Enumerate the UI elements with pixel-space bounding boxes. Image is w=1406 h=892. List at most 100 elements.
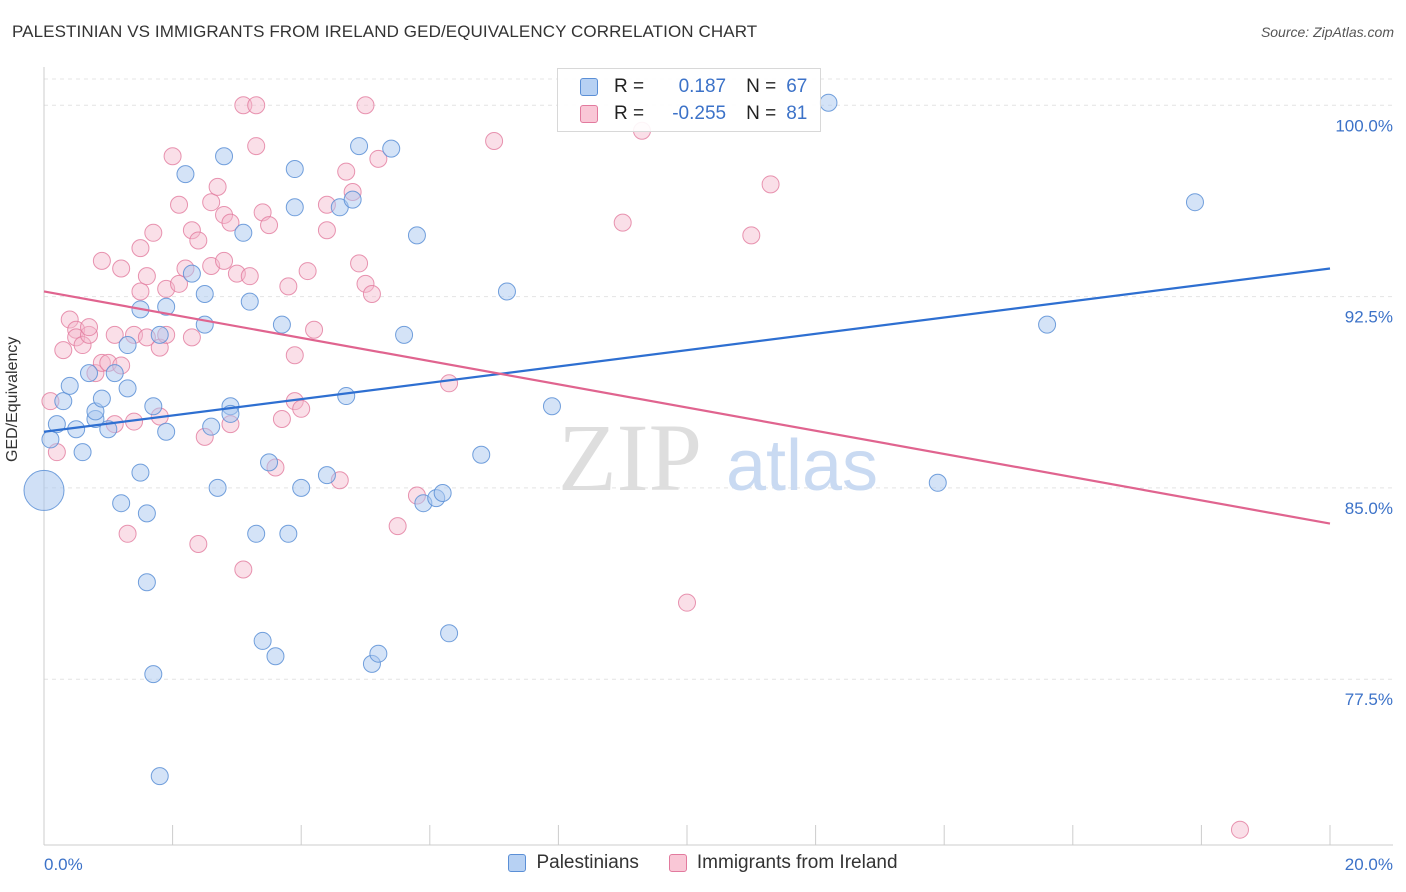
data-point-immigrants-from-ireland [440,374,459,393]
data-point-immigrants-from-ireland [247,137,266,156]
data-point-palestinians [279,524,298,543]
data-point-palestinians [497,282,516,301]
data-point-immigrants-from-ireland [240,267,259,286]
data-point-immigrants-from-ireland [356,96,375,115]
data-point-palestinians [41,430,60,449]
source-label: Source: ZipAtlas.com [1260,24,1394,40]
data-point-immigrants-from-ireland [260,216,279,235]
data-point-palestinians [819,93,838,112]
series-legend: Palestinians Immigrants from Ireland [0,852,1406,874]
legend-r-label: R = [614,103,645,124]
data-point-palestinians [395,325,414,344]
data-point-immigrants-from-ireland [742,226,761,245]
data-point-palestinians [240,292,259,311]
legend-swatch-blue [508,854,527,872]
data-point-immigrants-from-ireland [298,262,317,281]
data-point-palestinians [266,647,285,666]
data-point-immigrants-from-ireland [234,96,253,115]
watermark-atlas: atlas [726,426,878,506]
data-point-palestinians [144,397,163,416]
legend-n-value: 67 [786,76,808,97]
data-point-immigrants-from-ireland [292,399,311,418]
data-point-immigrants-from-ireland [189,535,208,554]
data-point-immigrants-from-ireland [678,593,696,612]
data-point-immigrants-from-ireland [105,325,124,344]
data-point-immigrants-from-ireland [234,560,253,579]
legend-r-label: R = [614,76,645,97]
data-point-palestinians [337,387,356,406]
data-point-palestinians [272,315,291,334]
data-point-immigrants-from-ireland [170,195,189,214]
trend-line-immigrants-from-ireland [43,290,1331,525]
data-point-palestinians [215,147,234,166]
data-point-palestinians [118,336,137,355]
data-point-immigrants-from-ireland [279,277,298,296]
data-point-immigrants-from-ireland [118,524,137,543]
tick-labels: 77.5% 85.0% 92.5% 100.0% 0.0% 20.0% [44,116,1393,874]
watermark: ZIP atlas [558,404,878,511]
data-point-immigrants-from-ireland [285,346,304,365]
gridlines [44,78,1393,680]
data-point-palestinians [253,631,272,650]
data-point-immigrants-from-ireland [356,274,375,293]
data-point-palestinians [343,190,362,209]
data-point-palestinians [195,285,214,304]
data-point-immigrants-from-ireland [80,318,99,337]
data-point-palestinians [137,504,156,523]
data-point-immigrants-from-ireland [317,221,336,240]
data-point-palestinians [433,483,452,502]
legend-r-value: 0.187 [678,76,727,97]
data-point-palestinians [60,376,79,395]
data-point-palestinians [202,417,221,436]
data-point-immigrants-from-ireland [221,213,240,232]
data-point-immigrants-from-ireland [485,131,504,150]
y-tick-label: 92.5% [1345,308,1393,327]
data-point-immigrants-from-ireland [337,162,356,181]
data-point-immigrants-from-ireland [305,320,324,339]
data-point-palestinians [157,297,176,316]
data-point-palestinians [285,198,304,217]
data-point-immigrants-from-ireland [131,282,150,301]
axes [43,67,1393,846]
data-point-palestinians [176,165,195,184]
legend-item-immigrants-from-ireland[interactable]: Immigrants from Ireland [668,852,898,874]
data-point-palestinians [105,364,124,383]
series-immigrants-from-ireland [41,96,1249,839]
data-point-immigrants-from-ireland [388,517,407,536]
data-point-palestinians [260,453,279,472]
data-point-palestinians [407,226,426,245]
data-point-immigrants-from-ireland [1230,820,1249,839]
data-point-palestinians [144,665,163,684]
data-point-immigrants-from-ireland [112,259,131,278]
legend-swatch-blue [580,78,598,96]
data-point-immigrants-from-ireland [60,310,79,329]
data-point-palestinians [80,364,99,383]
data-point-palestinians [472,445,491,464]
x-tick-label: 0.0% [44,855,83,874]
data-point-palestinians [47,415,66,434]
data-point-palestinians [208,478,227,497]
data-point-immigrants-from-ireland [182,328,201,347]
data-point-immigrants-from-ireland [80,325,99,344]
data-point-immigrants-from-ireland [92,251,111,270]
legend-n-label: N = [746,103,777,124]
legend-label: Immigrants from Ireland [696,852,898,873]
data-point-palestinians [369,644,388,663]
data-point-immigrants-from-ireland [54,341,73,360]
data-point-immigrants-from-ireland [170,274,189,293]
trend-lines [43,267,1331,525]
data-point-palestinians [73,443,92,462]
data-point-palestinians [131,463,150,482]
data-point-immigrants-from-ireland [247,96,266,115]
series-palestinians [23,93,1204,786]
trend-line-palestinians [43,267,1331,433]
data-point-palestinians [137,573,156,592]
data-point-palestinians [182,264,201,283]
data-point-palestinians [157,422,176,441]
data-point-palestinians [292,478,311,497]
data-point-palestinians [118,379,137,398]
watermark-zip: ZIP [558,404,702,511]
y-axis-label: GED/Equivalency [4,336,21,462]
data-point-palestinians [150,767,169,786]
legend-item-palestinians[interactable]: Palestinians [508,852,639,874]
